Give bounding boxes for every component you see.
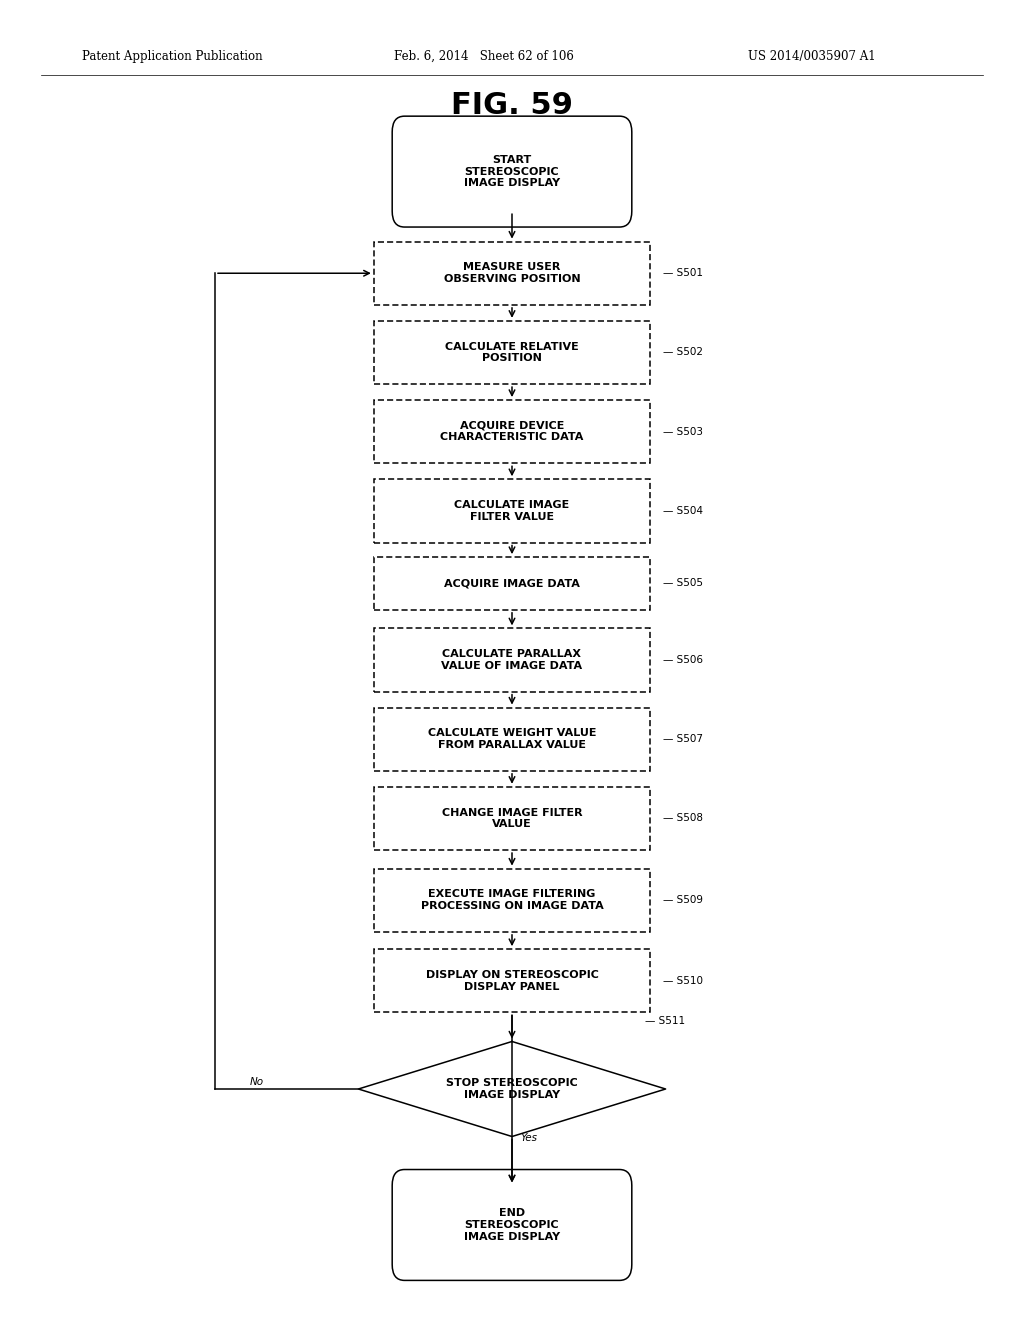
Text: US 2014/0035907 A1: US 2014/0035907 A1 (748, 50, 876, 63)
Text: — S509: — S509 (663, 895, 702, 906)
Text: Patent Application Publication: Patent Application Publication (82, 50, 262, 63)
Text: — S511: — S511 (645, 1015, 685, 1026)
Polygon shape (358, 1041, 666, 1137)
Text: STOP STEREOSCOPIC
IMAGE DISPLAY: STOP STEREOSCOPIC IMAGE DISPLAY (446, 1078, 578, 1100)
Text: EXECUTE IMAGE FILTERING
PROCESSING ON IMAGE DATA: EXECUTE IMAGE FILTERING PROCESSING ON IM… (421, 890, 603, 911)
FancyBboxPatch shape (374, 869, 650, 932)
Text: DISPLAY ON STEREOSCOPIC
DISPLAY PANEL: DISPLAY ON STEREOSCOPIC DISPLAY PANEL (426, 970, 598, 991)
Text: — S507: — S507 (663, 734, 702, 744)
Text: — S503: — S503 (663, 426, 702, 437)
Text: START
STEREOSCOPIC
IMAGE DISPLAY: START STEREOSCOPIC IMAGE DISPLAY (464, 154, 560, 189)
Text: — S505: — S505 (663, 578, 702, 589)
FancyBboxPatch shape (374, 949, 650, 1012)
Text: — S502: — S502 (663, 347, 702, 358)
Text: — S506: — S506 (663, 655, 702, 665)
Text: Feb. 6, 2014   Sheet 62 of 106: Feb. 6, 2014 Sheet 62 of 106 (394, 50, 574, 63)
Text: CALCULATE PARALLAX
VALUE OF IMAGE DATA: CALCULATE PARALLAX VALUE OF IMAGE DATA (441, 649, 583, 671)
FancyBboxPatch shape (374, 400, 650, 463)
Text: ACQUIRE DEVICE
CHARACTERISTIC DATA: ACQUIRE DEVICE CHARACTERISTIC DATA (440, 421, 584, 442)
Text: ACQUIRE IMAGE DATA: ACQUIRE IMAGE DATA (444, 578, 580, 589)
Text: — S504: — S504 (663, 506, 702, 516)
Text: CALCULATE RELATIVE
POSITION: CALCULATE RELATIVE POSITION (445, 342, 579, 363)
Text: MEASURE USER
OBSERVING POSITION: MEASURE USER OBSERVING POSITION (443, 263, 581, 284)
FancyBboxPatch shape (374, 708, 650, 771)
FancyBboxPatch shape (374, 787, 650, 850)
FancyBboxPatch shape (374, 242, 650, 305)
Text: CALCULATE WEIGHT VALUE
FROM PARALLAX VALUE: CALCULATE WEIGHT VALUE FROM PARALLAX VAL… (428, 729, 596, 750)
Text: — S510: — S510 (663, 975, 702, 986)
FancyBboxPatch shape (374, 628, 650, 692)
Text: — S508: — S508 (663, 813, 702, 824)
Text: CALCULATE IMAGE
FILTER VALUE: CALCULATE IMAGE FILTER VALUE (455, 500, 569, 521)
Text: Yes: Yes (520, 1133, 538, 1143)
FancyBboxPatch shape (374, 479, 650, 543)
FancyBboxPatch shape (374, 557, 650, 610)
FancyBboxPatch shape (374, 321, 650, 384)
Text: — S501: — S501 (663, 268, 702, 279)
Text: CHANGE IMAGE FILTER
VALUE: CHANGE IMAGE FILTER VALUE (441, 808, 583, 829)
Text: No: No (250, 1077, 264, 1088)
Text: FIG. 59: FIG. 59 (451, 91, 573, 120)
FancyBboxPatch shape (392, 116, 632, 227)
Text: END
STEREOSCOPIC
IMAGE DISPLAY: END STEREOSCOPIC IMAGE DISPLAY (464, 1208, 560, 1242)
FancyBboxPatch shape (392, 1170, 632, 1280)
